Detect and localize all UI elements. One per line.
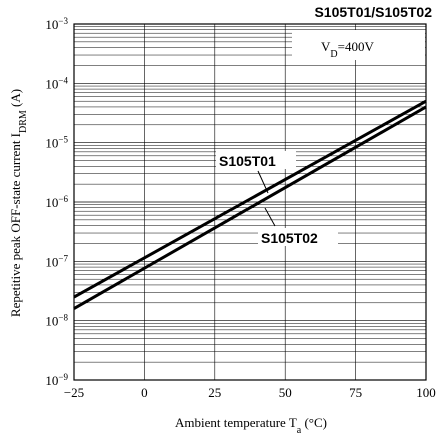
plot-frame (73, 23, 427, 381)
series-layer (73, 99, 427, 310)
condition-box (292, 30, 425, 60)
condition-label: VD=400V (321, 39, 374, 60)
x-tick-label: 100 (416, 385, 436, 400)
x-tick-label: 25 (208, 385, 221, 400)
y-axis-label: Repetitive peak OFF-state current IDRM (… (8, 89, 29, 317)
chart-title: S105T01/S105T02 (314, 4, 432, 20)
x-tick-label: −25 (64, 385, 84, 400)
series-pointer-1 (257, 170, 269, 194)
y-tick-label: 10−9 (45, 372, 68, 388)
series-line-s105t01 (73, 99, 427, 299)
x-tick-label: 75 (349, 385, 362, 400)
series-label-box-2 (258, 228, 338, 246)
y-tick-label: 10−3 (45, 16, 68, 32)
x-axis-label: Ambient temperature Ta (°C) (175, 415, 327, 433)
y-tick-label: 10−5 (45, 135, 68, 151)
y-tick-label: 10−8 (45, 313, 68, 329)
y-tick-labels: 10−9 10−8 10−7 10−6 10−5 10−4 10−3 (45, 16, 68, 388)
x-tick-label: 0 (141, 385, 148, 400)
x-tick-labels: −25 0 25 50 75 100 (64, 385, 436, 400)
y-tick-label: 10−4 (45, 75, 68, 91)
y-tick-label: 10−7 (45, 253, 68, 269)
series-label-s105t01: S105T01 (219, 153, 276, 169)
series-label-s105t02: S105T02 (261, 230, 318, 246)
series-pointer-2 (264, 207, 276, 227)
series-line-s105t02 (73, 105, 427, 310)
y-tick-label: 10−6 (45, 194, 68, 210)
series-label-box-1 (216, 151, 296, 169)
grid (74, 24, 426, 380)
x-tick-label: 50 (279, 385, 292, 400)
